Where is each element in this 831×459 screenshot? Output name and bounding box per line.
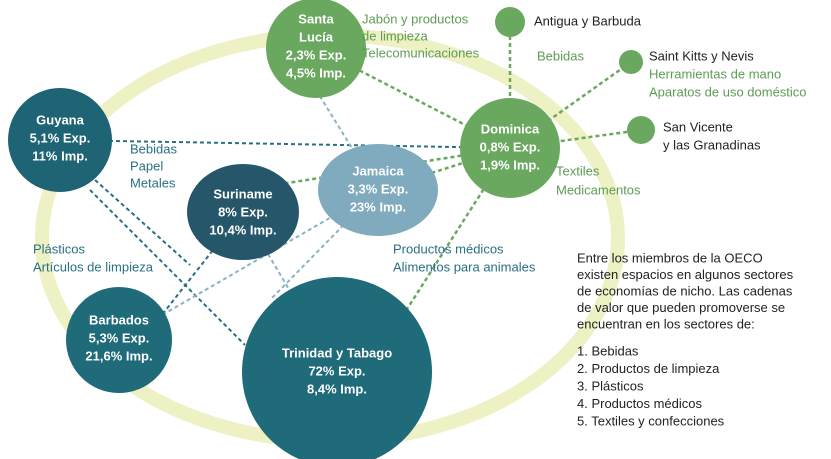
note-item: 5. Textiles y confecciones bbox=[577, 413, 725, 428]
node-label: 4,5% Imp. bbox=[286, 65, 346, 80]
product-label: Jabón y productos bbox=[362, 11, 469, 26]
node-label: Guyana bbox=[36, 112, 84, 127]
leaf-label: Saint Kitts y Nevis bbox=[649, 48, 754, 63]
node-label: 5,1% Exp. bbox=[30, 130, 91, 145]
note-item: 4. Productos médicos bbox=[577, 396, 703, 411]
node-label: Suriname bbox=[213, 186, 272, 201]
node-label: 11% Imp. bbox=[32, 148, 88, 163]
node-label: Dominica bbox=[481, 121, 540, 136]
node-label: 1,9% Imp. bbox=[480, 157, 540, 172]
note-text: de valor que pueden promoverse se bbox=[577, 300, 785, 315]
leaf-label: Antigua y Barbuda bbox=[534, 13, 642, 28]
product-label: Aparatos de uso doméstico bbox=[649, 84, 807, 99]
node-label: 23% Imp. bbox=[350, 199, 406, 214]
leaf-label: y las Granadinas bbox=[663, 137, 761, 152]
note-text: encuentran en los sectores de: bbox=[577, 316, 755, 331]
product-label: Bebidas bbox=[537, 48, 584, 63]
circles bbox=[8, 0, 655, 459]
node-label: 3,3% Exp. bbox=[348, 181, 409, 196]
note-text: existen espacios en algunos sectores bbox=[577, 267, 794, 282]
product-label: Herramientas de mano bbox=[649, 66, 781, 81]
note-item: 2. Productos de limpieza bbox=[577, 361, 720, 376]
node-label: 0,8% Exp. bbox=[480, 139, 541, 154]
leaf-label: San Vicente bbox=[663, 119, 733, 134]
product-label: Metales bbox=[130, 175, 176, 190]
note-text: de economías de nicho. Las cadenas bbox=[577, 283, 793, 298]
note-item: 3. Plásticos bbox=[577, 378, 644, 393]
product-label: Telecomunicaciones bbox=[362, 45, 480, 60]
node-label: Santa bbox=[298, 11, 334, 26]
note-item: 1. Bebidas bbox=[577, 343, 639, 358]
product-label: Plásticos bbox=[33, 241, 86, 256]
node-label: 5,3% Exp. bbox=[89, 330, 150, 345]
product-label: de limpieza bbox=[362, 28, 429, 43]
node-label: 8,4% Imp. bbox=[307, 381, 367, 396]
node-label: Lucía bbox=[299, 29, 334, 44]
node-label: Jamaica bbox=[352, 163, 404, 178]
product-label: Papel bbox=[130, 158, 163, 173]
node-label: Barbados bbox=[89, 312, 149, 327]
node-label: 8% Exp. bbox=[218, 204, 268, 219]
node-label: 10,4% Imp. bbox=[209, 222, 276, 237]
product-label: Productos médicos bbox=[393, 241, 504, 256]
product-label: Artículos de limpieza bbox=[33, 259, 154, 274]
product-label: Textiles bbox=[556, 163, 600, 178]
product-label: Bebidas bbox=[130, 141, 177, 156]
node-label: 21,6% Imp. bbox=[85, 348, 152, 363]
product-label: Alimentos para animales bbox=[393, 259, 536, 274]
product-label: Medicamentos bbox=[556, 182, 641, 197]
node-label: 2,3% Exp. bbox=[286, 47, 347, 62]
node-label: Trinidad y Tabago bbox=[282, 345, 392, 360]
node-label: 72% Exp. bbox=[308, 363, 365, 378]
note-text: Entre los miembros de la OECO bbox=[577, 250, 763, 265]
